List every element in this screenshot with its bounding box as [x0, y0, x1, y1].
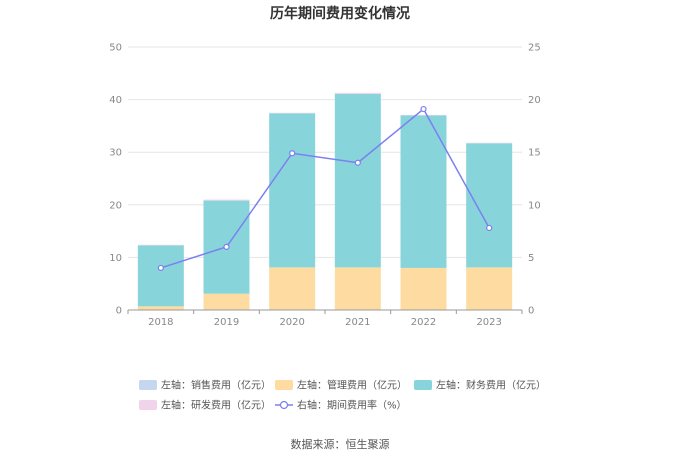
x-axis-ticks: 2018 2019 2020 2021 2022 2023 [127, 310, 523, 328]
right-tick-label: 5 [528, 253, 534, 264]
legend-label: 右轴：期间费用率（%） [297, 399, 407, 412]
x-tick-label: 2018 [148, 317, 173, 328]
rate-point [289, 150, 296, 157]
bar-segment [203, 293, 250, 310]
x-tick-label: 2021 [345, 317, 370, 328]
legend-label: 左轴：研发费用（亿元） [161, 399, 271, 412]
right-axis-ticks: 0 5 10 15 20 25 [528, 43, 541, 317]
legend-swatch [139, 400, 157, 410]
left-tick-label: 30 [109, 148, 122, 159]
legend-line-marker [279, 400, 289, 410]
legend: 左轴：销售费用（亿元） 左轴：管理费用（亿元） 左轴：财务费用（亿元） 左轴：研发费用… [139, 379, 546, 412]
bar-segment [400, 115, 447, 268]
bars-group [137, 92, 513, 310]
bar-segment [466, 142, 513, 144]
x-tick-label: 2019 [214, 317, 239, 328]
legend-label: 左轴：财务费用（亿元） [436, 379, 546, 392]
legend-swatch [414, 380, 432, 390]
bar-segment [334, 93, 381, 268]
bar-segment [400, 114, 447, 116]
bar-segment [137, 306, 184, 310]
left-tick-label: 20 [109, 200, 122, 211]
bar-segment [334, 92, 381, 94]
rate-point [223, 243, 230, 250]
left-tick-label: 50 [109, 43, 122, 54]
left-tick-label: 40 [109, 95, 122, 106]
rate-point [157, 264, 164, 272]
legend-label: 左轴：管理费用（亿元） [297, 379, 407, 392]
source-text: 数据来源：恒生聚源 [291, 437, 390, 451]
bar-segment [400, 267, 447, 310]
bar-segment [466, 143, 513, 268]
right-tick-label: 15 [528, 148, 541, 159]
right-tick-label: 0 [528, 306, 534, 317]
bar-segment [269, 267, 316, 310]
right-tick-label: 20 [528, 95, 541, 106]
bar-segment [137, 244, 184, 246]
bar-segment [269, 112, 316, 114]
legend-label: 左轴：销售费用（亿元） [161, 379, 271, 392]
x-tick-label: 2020 [279, 317, 304, 328]
rate-line-group [157, 105, 493, 272]
legend-swatch [275, 380, 293, 390]
x-tick-label: 2022 [411, 317, 436, 328]
x-tick-label: 2023 [476, 317, 501, 328]
right-tick-label: 10 [528, 200, 541, 211]
bar-segment [334, 267, 381, 310]
left-tick-label: 10 [109, 253, 122, 264]
left-tick-label: 0 [116, 306, 122, 317]
bar-segment [269, 113, 316, 268]
left-axis-ticks: 0 10 20 30 40 50 [109, 43, 122, 317]
rate-line [160, 107, 490, 269]
chart-title: 历年期间费用变化情况 [270, 5, 410, 22]
bar-segment [466, 267, 513, 310]
right-tick-label: 25 [528, 43, 541, 54]
bar-segment [203, 199, 250, 201]
rate-point [354, 159, 361, 166]
bar-segment [137, 245, 184, 307]
legend-swatch [139, 380, 157, 390]
grid-lines [128, 46, 522, 258]
rate-point [486, 224, 493, 232]
rate-point [420, 105, 427, 113]
